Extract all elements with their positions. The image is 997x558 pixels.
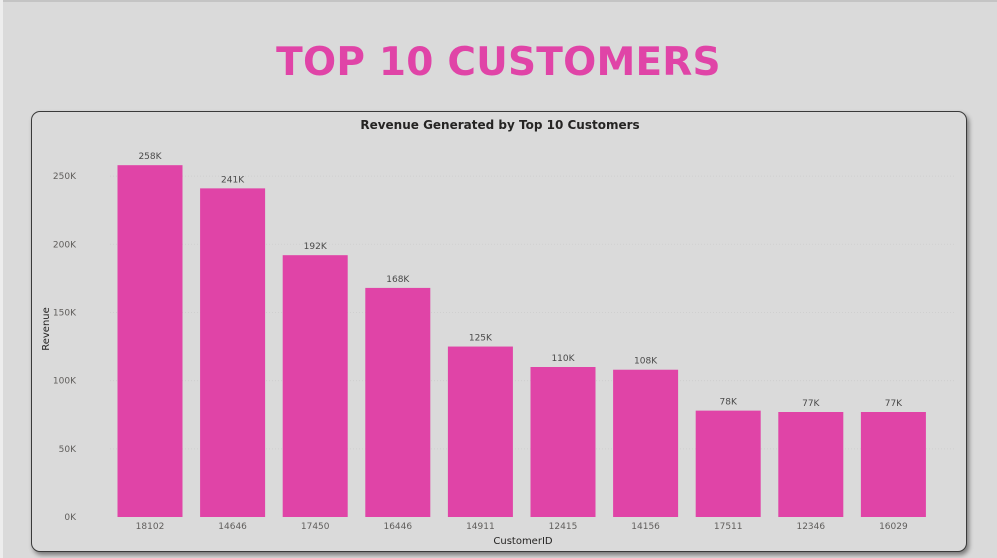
chart-card[interactable]: Revenue Generated by Top 10 Customers 0K… [31,111,967,552]
x-tick-label: 14646 [218,522,247,532]
bar-18102[interactable] [117,165,183,517]
y-axis-ticks: 0K 50K 100K 150K 200K 250K [53,172,77,523]
left-border [0,0,3,558]
data-label: 77K [802,399,820,409]
x-tick-label: 16029 [879,522,908,532]
bar-12415[interactable] [530,367,596,517]
x-tick-label: 17450 [301,522,330,532]
data-label: 192K [304,242,328,252]
data-label: 258K [138,152,162,162]
x-tick-label: 12346 [796,522,825,532]
x-axis-ticks: 18102 14646 17450 16446 14911 12415 14156 17511… [136,522,908,532]
bar-chart: Revenue Generated by Top 10 Customers 0K… [41,118,956,547]
x-tick-label: 18102 [136,522,165,532]
data-label: 78K [720,398,738,408]
data-label: 241K [221,175,245,185]
bar-16446[interactable] [365,287,431,517]
x-tick-label: 17511 [714,522,743,532]
data-label: 168K [386,275,410,285]
y-tick-label: 200K [53,240,77,250]
x-tick-label: 16446 [383,522,412,532]
bar-12346[interactable] [778,412,844,517]
bars [117,165,926,517]
data-label: 108K [634,357,658,367]
bar-17511[interactable] [695,410,761,517]
bar-14911[interactable] [447,346,513,517]
y-tick-label: 150K [53,308,77,318]
data-label: 77K [885,399,903,409]
page-title: TOP 10 CUSTOMERS [276,40,721,85]
data-label: 110K [551,354,575,364]
data-label: 125K [469,334,493,344]
chart-title: Revenue Generated by Top 10 Customers [360,118,639,132]
y-tick-label: 100K [53,377,77,387]
x-axis-title: CustomerID [493,536,553,547]
x-tick-label: 12415 [549,522,578,532]
bar-14646[interactable] [200,188,266,517]
x-tick-label: 14911 [466,522,495,532]
bar-14156[interactable] [613,369,679,517]
y-axis-title: Revenue [41,307,52,351]
bar-17450[interactable] [282,255,348,517]
y-tick-label: 50K [59,445,77,455]
top-border [0,0,997,2]
y-tick-label: 250K [53,172,77,182]
x-tick-label: 14156 [631,522,660,532]
y-tick-label: 0K [64,513,77,523]
data-labels: 258K 241K 192K 168K 125K 110K 108K 78K 77K 77K [138,152,903,409]
bar-16029[interactable] [860,412,926,517]
